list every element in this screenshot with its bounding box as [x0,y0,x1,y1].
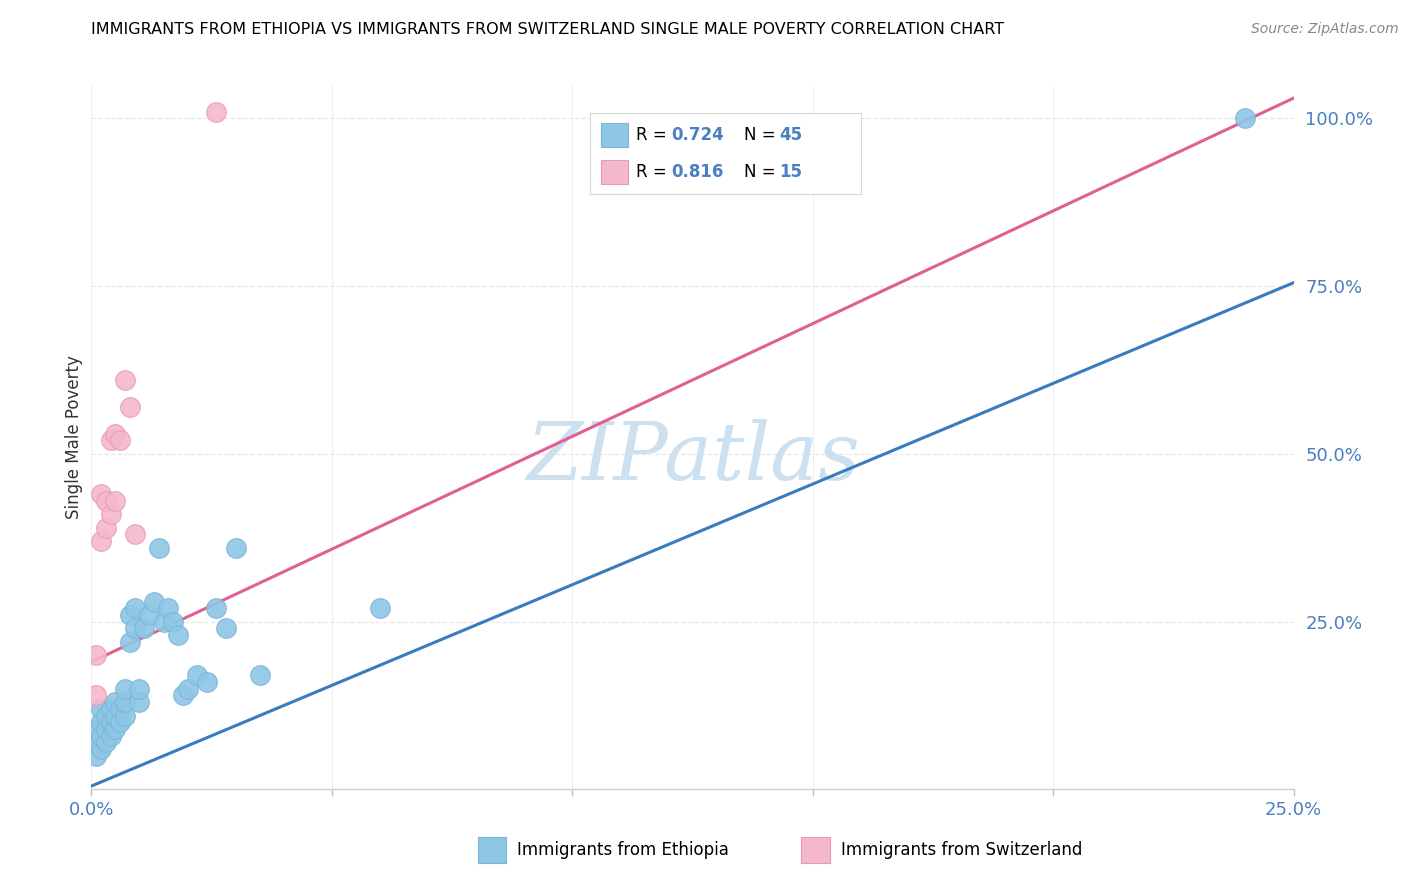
Point [90,487,112,501]
Point [195,675,218,690]
Point [167,628,190,642]
Point [114,708,136,723]
Point [90,534,112,549]
Point [138,607,160,622]
Point [172,689,194,703]
Point [215,621,238,635]
Text: R =: R = [637,163,672,181]
Point [94,722,117,736]
Point [368,601,391,615]
Point [162,615,184,629]
Point [104,708,127,723]
Point [118,607,141,622]
Point [84,689,107,703]
Point [142,594,165,608]
Text: 0.724: 0.724 [672,126,724,144]
Point [110,715,132,730]
Point [118,400,141,414]
Text: 0.816: 0.816 [672,163,724,181]
Point [152,615,174,629]
Point [100,729,122,743]
Bar [602,123,628,147]
Point [110,702,132,716]
Text: 15: 15 [779,163,803,181]
Point [225,541,247,555]
Point [84,648,107,663]
Text: R =: R = [637,126,672,144]
Point [128,681,150,696]
Y-axis label: Single Male Poverty: Single Male Poverty [65,355,83,519]
Point [90,702,112,716]
Text: Immigrants from Switzerland: Immigrants from Switzerland [841,841,1083,859]
Point [104,426,127,441]
Point [110,434,132,448]
Text: N =: N = [744,163,782,181]
Point [104,493,127,508]
Point [205,601,228,615]
Point [1234,112,1257,126]
Text: 45: 45 [779,126,803,144]
Point [104,722,127,736]
Point [94,708,117,723]
Point [114,695,136,709]
Point [94,735,117,749]
Point [94,521,117,535]
Point [205,104,228,119]
Point [90,729,112,743]
Point [249,668,271,682]
Point [124,527,146,541]
Text: Immigrants from Ethiopia: Immigrants from Ethiopia [517,841,730,859]
Point [100,508,122,522]
Point [134,621,156,635]
Point [84,722,107,736]
Point [157,601,180,615]
Point [100,715,122,730]
Point [114,373,136,387]
Point [128,695,150,709]
Text: ZIPatlas: ZIPatlas [526,419,859,497]
Bar [602,160,628,185]
Point [94,493,117,508]
Text: Source: ZipAtlas.com: Source: ZipAtlas.com [1251,22,1399,37]
Point [124,601,146,615]
Point [148,541,170,555]
Text: N =: N = [744,126,782,144]
Point [90,715,112,730]
Point [186,668,208,682]
Point [118,634,141,648]
Point [90,742,112,756]
Point [84,748,107,763]
Point [100,434,122,448]
Point [176,681,198,696]
Point [100,702,122,716]
Text: IMMIGRANTS FROM ETHIOPIA VS IMMIGRANTS FROM SWITZERLAND SINGLE MALE POVERTY CORR: IMMIGRANTS FROM ETHIOPIA VS IMMIGRANTS F… [91,22,1004,37]
Point [124,621,146,635]
Point [84,735,107,749]
Point [114,681,136,696]
Point [104,695,127,709]
